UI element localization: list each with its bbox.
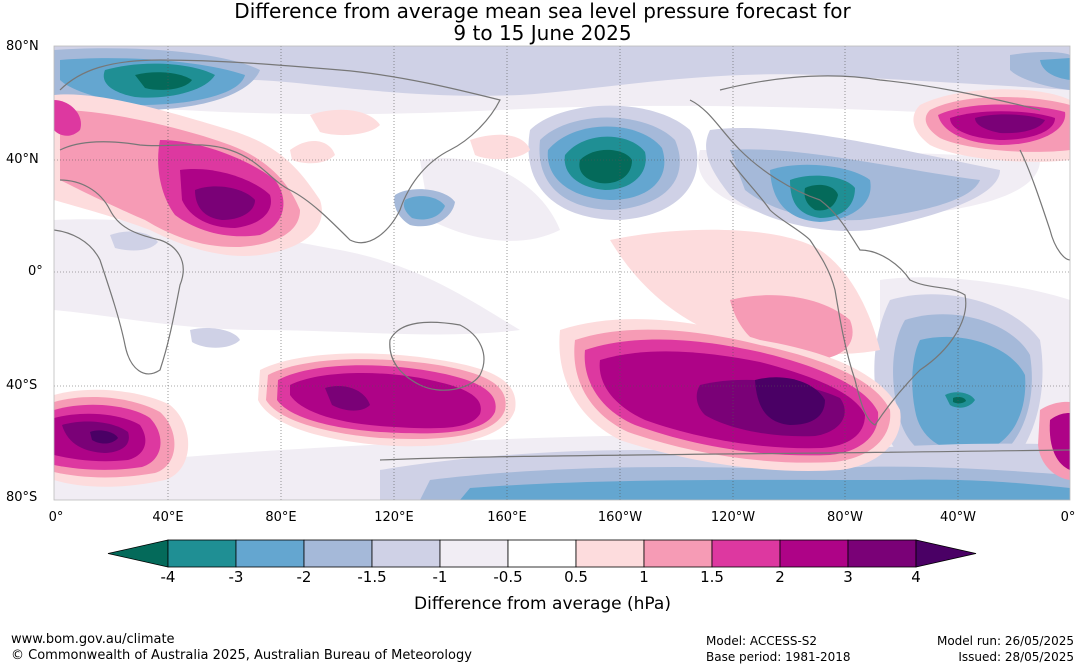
footer-issued: Issued: 28/05/2025: [958, 650, 1074, 664]
colorbar-tick-label: -1: [432, 568, 448, 586]
lon-label-120e: 120°E: [374, 510, 414, 525]
colorbar-segment: [847, 539, 917, 568]
lat-label-80s: 80°S: [6, 490, 38, 505]
colorbar-tick-label: -1.5: [357, 568, 387, 586]
colorbar-tick-label: -4: [160, 568, 176, 586]
coastlines: [54, 59, 1070, 461]
lon-label-0: 0°: [48, 510, 64, 525]
lon-label-120w: 120°W: [710, 510, 756, 525]
colorbar-segment: [711, 539, 781, 568]
colorbar-segment: [439, 539, 509, 568]
lon-label-40w: 40°W: [940, 510, 976, 525]
colorbar-tick-label: 3: [843, 568, 853, 586]
colorbar-tick-label: 1: [639, 568, 649, 586]
graticule: [54, 46, 1070, 500]
map-title-line1: Difference from average mean sea level p…: [234, 0, 851, 23]
lon-label-160w: 160°W: [597, 510, 643, 525]
colorbar-tick-label: -3: [228, 568, 244, 586]
lat-label-40n: 40°N: [6, 152, 39, 167]
footer-base-period: Base period: 1981-2018: [706, 650, 851, 664]
colorbar-tick-label: 4: [911, 568, 921, 586]
footer-copyright: © Commonwealth of Australia 2025, Austra…: [11, 648, 472, 663]
colorbar-segment: [371, 539, 441, 568]
colorbar-segment: [235, 539, 305, 568]
colorbar-segment: [507, 539, 577, 568]
colorbar-tick-label: 0.5: [564, 568, 588, 586]
lon-label-0-east: 0°: [1060, 510, 1076, 525]
colorbar-tick-label: 1.5: [700, 568, 724, 586]
colorbar-segment: [167, 539, 237, 568]
footer-model-run: Model run: 26/05/2025: [936, 634, 1074, 648]
colorbar-segment: [643, 539, 713, 568]
colorbar-extend-high: [915, 539, 977, 568]
colorbar-label: Difference from average (hPa): [414, 594, 671, 614]
map-title-line2: 9 to 15 June 2025: [453, 21, 632, 45]
footer-model: Model: ACCESS-S2: [706, 634, 818, 648]
lat-label-0: 0°: [28, 264, 43, 279]
colorbar-tick-label: 2: [775, 568, 785, 586]
colorbar-extend-low: [107, 539, 169, 568]
colorbar-segment: [779, 539, 849, 568]
lat-label-40s: 40°S: [6, 378, 38, 393]
anomaly-field: [54, 46, 1070, 500]
lat-label-80n: 80°N: [6, 39, 39, 54]
footer-url: www.bom.gov.au/climate: [11, 632, 175, 647]
lon-label-40e: 40°E: [152, 510, 184, 525]
lon-label-80w: 80°W: [827, 510, 863, 525]
map-frame: [53, 45, 1071, 501]
colorbar-tick-label: -0.5: [493, 568, 523, 586]
colorbar-segment: [303, 539, 373, 568]
lon-label-160e: 160°E: [487, 510, 527, 525]
lon-label-80e: 80°E: [265, 510, 297, 525]
colorbar-tick-label: -2: [296, 568, 312, 586]
colorbar-segment: [575, 539, 645, 568]
